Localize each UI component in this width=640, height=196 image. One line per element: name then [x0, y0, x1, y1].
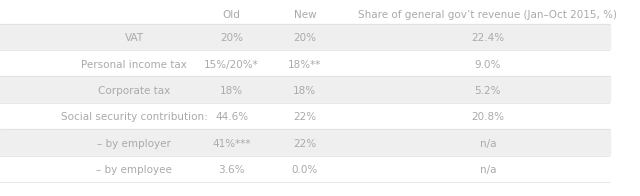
Text: 20.8%: 20.8% [471, 113, 504, 122]
Text: 3.6%: 3.6% [218, 165, 245, 175]
Text: Old: Old [223, 10, 241, 20]
Text: n/a: n/a [479, 165, 496, 175]
Text: 22%: 22% [293, 139, 316, 149]
Text: 20%: 20% [220, 33, 243, 43]
Text: 22%: 22% [293, 113, 316, 122]
Bar [0, 129, 610, 156]
Text: VAT: VAT [125, 33, 144, 43]
Text: 0.0%: 0.0% [292, 165, 318, 175]
Text: 20%: 20% [293, 33, 316, 43]
Bar [0, 24, 610, 50]
Bar [0, 50, 610, 76]
Text: 9.0%: 9.0% [475, 60, 501, 70]
Text: 41%***: 41%*** [212, 139, 251, 149]
Text: – by employer: – by employer [97, 139, 171, 149]
Text: Corporate tax: Corporate tax [98, 86, 170, 96]
Text: 5.2%: 5.2% [474, 86, 501, 96]
Text: 18%: 18% [293, 86, 316, 96]
Text: New: New [294, 10, 316, 20]
Text: Share of general gov’t revenue (Jan–Oct 2015, %): Share of general gov’t revenue (Jan–Oct … [358, 10, 617, 20]
Text: n/a: n/a [479, 139, 496, 149]
Text: – by employee: – by employee [96, 165, 172, 175]
Text: 22.4%: 22.4% [471, 33, 504, 43]
Text: Social security contribution:: Social security contribution: [61, 113, 207, 122]
Bar [0, 76, 610, 103]
Bar [0, 156, 610, 182]
Text: 18%: 18% [220, 86, 243, 96]
Text: 15%/20%*: 15%/20%* [204, 60, 259, 70]
Text: Personal income tax: Personal income tax [81, 60, 187, 70]
Bar [0, 4, 610, 24]
Text: 44.6%: 44.6% [215, 113, 248, 122]
Bar [0, 103, 610, 129]
Text: 18%**: 18%** [288, 60, 321, 70]
